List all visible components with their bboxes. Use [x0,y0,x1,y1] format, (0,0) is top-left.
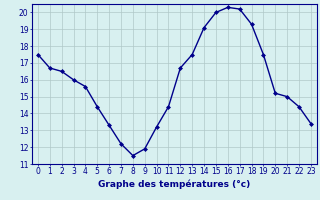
X-axis label: Graphe des températures (°c): Graphe des températures (°c) [98,179,251,189]
